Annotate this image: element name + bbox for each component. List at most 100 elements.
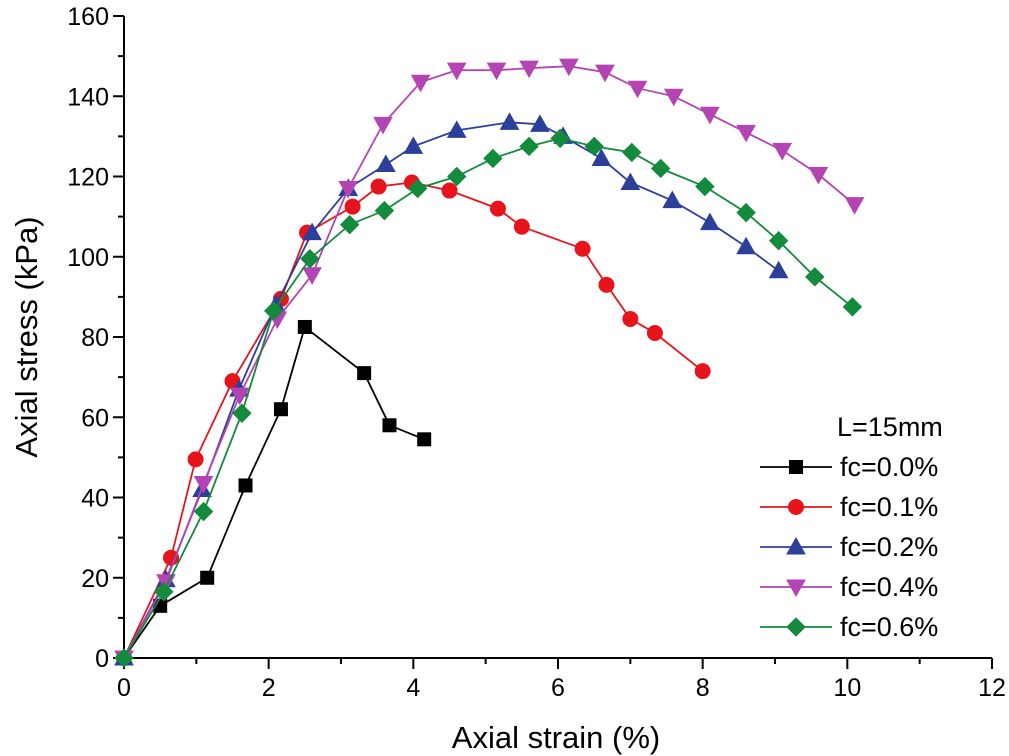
data-point [519,60,539,79]
data-point [530,114,550,132]
data-point [598,276,615,293]
y-tick-label: 20 [81,565,109,593]
series-line [123,181,704,659]
x-tick-label: 12 [978,674,1006,702]
legend-marker [788,499,804,515]
data-point [513,218,530,235]
data-point [499,112,520,130]
data-point [407,178,428,199]
legend-label: fc=0.6% [840,612,938,642]
data-point [663,88,684,107]
series-line [123,325,425,659]
data-point [622,142,642,163]
x-tick-label: 2 [262,674,276,702]
y-axis-label: Axial stress (kPa) [9,216,44,457]
y-tick-label: 140 [67,83,109,111]
legend-marker [786,536,806,555]
data-point [486,62,507,81]
data-point [662,190,683,209]
data-point [193,475,214,494]
data-point [550,128,570,149]
data-point [200,570,215,585]
data-point [694,363,711,380]
data-point [620,172,641,191]
data-point [558,58,579,77]
data-point [805,267,825,287]
y-tick-label: 80 [81,324,109,352]
legend: L=15mm fc=0.0% fc=0.1% fc=0.2% fc=0.4% fc=0.6… [760,412,943,642]
data-point [229,387,250,406]
data-point [410,74,431,93]
data-point [700,106,720,125]
data-point [646,324,663,341]
y-tick-label: 120 [67,164,109,192]
data-point [232,403,252,423]
data-point [808,166,829,185]
data-point [446,120,467,138]
data-point [844,197,865,215]
data-point [154,582,174,602]
legend-label: fc=0.2% [840,532,938,562]
data-point [373,116,393,135]
x-tick-label: 8 [696,674,710,702]
data-point [736,202,756,223]
legend-marker [786,579,806,598]
data-point [591,148,612,166]
data-point [273,402,288,417]
y-tick-label: 160 [67,3,109,31]
x-tick-label: 0 [117,674,131,702]
data-point [403,136,424,154]
data-point [302,222,322,241]
data-point [695,176,715,197]
data-point [339,214,360,235]
data-point [627,80,648,99]
data-point [187,451,204,468]
y-tick-label: 60 [81,404,109,432]
data-point [370,178,387,195]
legend-marker [789,460,803,474]
data-point [700,212,720,231]
y-tick-label: 100 [67,244,109,272]
data-point [297,319,312,334]
legend-item: fc=0.2% [760,532,938,562]
data-point [574,240,591,257]
legend-item: fc=0.0% [760,452,938,482]
data-point [238,478,253,493]
data-point [357,366,372,381]
x-tick-label: 4 [406,674,420,702]
data-point [114,648,134,668]
data-point [446,62,467,81]
x-axis-label: Axial strain (%) [452,720,660,755]
legend-label: fc=0.0% [840,452,938,482]
data-point [584,136,604,157]
data-point [768,230,789,251]
data-point [300,249,320,269]
data-point [622,310,639,327]
y-tick-label: 40 [81,485,109,513]
series-layer [114,58,865,669]
x-tick-label: 6 [551,674,565,702]
series-line [123,121,780,659]
data-point [483,148,503,169]
legend-label: fc=0.4% [840,572,938,602]
data-point [417,432,432,447]
series-5 [114,128,863,668]
series-1 [117,319,432,665]
legend-marker [786,617,806,637]
data-point [302,267,322,285]
legend-item: fc=0.1% [760,492,938,522]
data-point [595,64,615,83]
series-2 [116,174,711,666]
x-tick-label: 10 [833,674,861,702]
data-point [736,236,756,255]
y-tick-label: 0 [95,645,109,673]
data-point [651,158,671,179]
series-4 [114,58,865,669]
legend-label: fc=0.1% [840,492,938,522]
legend-title: L=15mm [837,412,943,442]
data-point [382,418,397,433]
data-point [338,181,359,199]
data-point [519,136,539,157]
